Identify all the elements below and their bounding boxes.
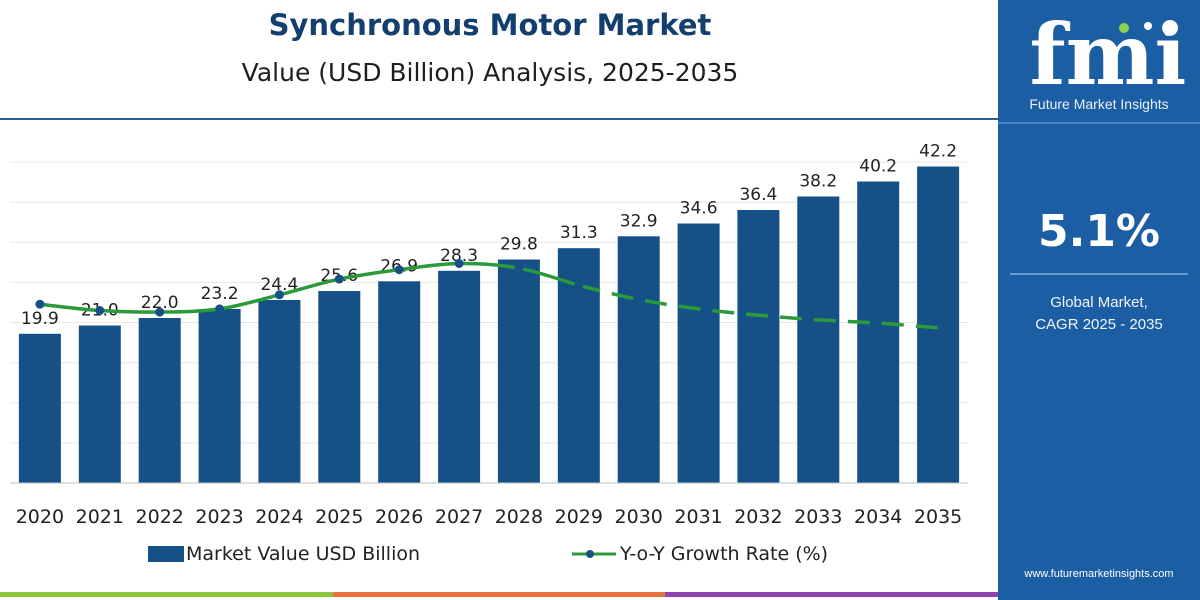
x-tick-label: 2025 <box>315 506 363 528</box>
legend-line-swatch <box>572 550 616 558</box>
cagr-divider <box>1010 273 1188 275</box>
footer-stripe-purple <box>665 592 999 597</box>
cagr-label-line-1: Global Market, <box>1050 294 1148 311</box>
bar-2020 <box>18 333 61 484</box>
x-tick-label: 2031 <box>674 506 722 528</box>
growth-point-2027 <box>454 259 464 268</box>
sidebar-divider-top <box>998 122 1200 124</box>
bar-2024 <box>258 300 301 483</box>
chart-title: Synchronous Motor Market <box>268 8 712 42</box>
bar-2030 <box>617 236 660 484</box>
growth-point-2026 <box>394 265 404 275</box>
bar-2022 <box>138 318 181 483</box>
bar-2032 <box>737 210 780 483</box>
legend-line-label: Y-o-Y Growth Rate (%) <box>620 543 829 565</box>
x-tick-label: 2024 <box>255 506 303 528</box>
legend-bar-label: Market Value USD Billion <box>186 543 421 565</box>
legend-item-market-value: Market Value USD Billion <box>148 543 420 565</box>
x-tick-label: 2028 <box>495 506 543 528</box>
bar-2026 <box>378 281 421 484</box>
growth-point-2024 <box>274 290 284 300</box>
header-divider <box>0 118 998 120</box>
cagr-label-line-2: CAGR 2025 - 2035 <box>1035 316 1163 333</box>
growth-line-dashed <box>578 283 939 330</box>
growth-line-solid <box>39 261 580 314</box>
bar-value-label: 42.2 <box>919 142 957 162</box>
growth-point-2022 <box>155 307 165 317</box>
x-tick-label: 2034 <box>854 506 902 528</box>
x-tick-label: 2032 <box>734 506 782 528</box>
x-tick-label: 2035 <box>914 506 962 528</box>
bar-value-label: 34.6 <box>680 199 718 219</box>
cagr-value: 5.1% <box>1037 206 1161 257</box>
footer-stripe-orange <box>332 592 666 597</box>
bar-2031 <box>677 223 720 483</box>
bar-value-label: 19.9 <box>21 309 59 329</box>
x-tick-label: 2022 <box>136 506 184 528</box>
x-tick-label: 2027 <box>435 506 483 528</box>
footer-stripe-green <box>0 592 333 597</box>
legend-item-growth-rate: Y-o-Y Growth Rate (%) <box>572 543 828 565</box>
chart-plot: 19.9202021.0202122.0202223.2202324.42024… <box>10 142 968 528</box>
x-tick-label: 2020 <box>16 506 64 528</box>
fmi-logo: fmi <box>1030 12 1187 92</box>
bar-2021 <box>78 325 121 483</box>
bar-value-label: 29.8 <box>500 235 538 255</box>
bar-2035 <box>917 166 960 483</box>
bar-value-label: 23.2 <box>201 284 239 304</box>
x-tick-label: 2029 <box>555 506 603 528</box>
growth-point-2020 <box>35 299 45 309</box>
growth-point-2028 <box>514 263 524 273</box>
bar-2027 <box>438 270 481 484</box>
bar-value-label: 31.3 <box>560 223 598 243</box>
bar-2028 <box>497 259 540 483</box>
bar-value-label: 38.2 <box>799 172 837 192</box>
footer-color-stripe <box>0 592 999 597</box>
bar-value-label: 22.0 <box>141 293 179 313</box>
growth-point-2021 <box>95 306 105 315</box>
bar-2025 <box>318 291 361 483</box>
x-tick-label: 2023 <box>195 506 243 528</box>
bar-2023 <box>198 309 241 483</box>
chart-legend: Market Value USD Billion Y-o-Y Growth Ra… <box>0 543 998 571</box>
svg-text:fmi: fmi <box>1030 12 1187 92</box>
x-tick-label: 2021 <box>76 506 124 528</box>
website-url: www.futuremarketinsights.com <box>1024 568 1174 580</box>
bar-value-label: 40.2 <box>859 157 897 177</box>
x-tick-label: 2026 <box>375 506 423 528</box>
bar-value-label: 32.9 <box>620 211 658 231</box>
bar-value-label: 24.4 <box>260 275 298 295</box>
bar-value-label: 36.4 <box>739 185 777 205</box>
growth-point-2023 <box>215 304 225 314</box>
info-sidebar: fmi Future Market Insights 5.1% Global M… <box>998 0 1200 600</box>
cagr-label: Global Market, CAGR 2025 - 2035 <box>998 292 1200 336</box>
bar-2033 <box>797 196 840 483</box>
bar-2034 <box>857 181 900 483</box>
x-tick-label: 2033 <box>794 506 842 528</box>
brand-name: Future Market Insights <box>1029 96 1169 112</box>
bar-value-label: 28.3 <box>440 246 478 266</box>
growth-point-2025 <box>334 274 344 284</box>
x-tick-label: 2030 <box>615 506 663 528</box>
legend-bar-swatch <box>148 546 184 562</box>
chart-subtitle: Value (USD Billion) Analysis, 2025-2035 <box>241 58 739 87</box>
growth-point-2029 <box>574 280 584 290</box>
